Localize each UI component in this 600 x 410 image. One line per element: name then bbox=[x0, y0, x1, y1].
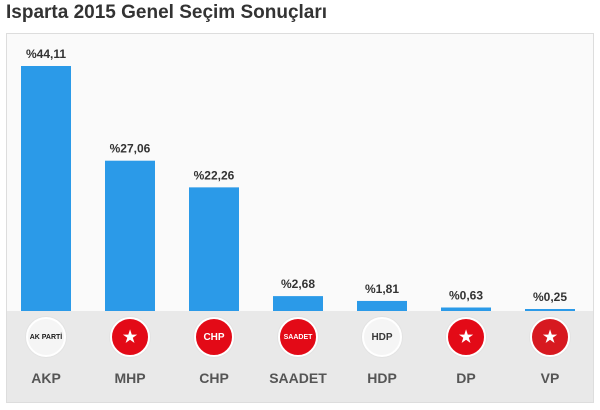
data-label-vp: %0,25 bbox=[533, 290, 567, 304]
logo-mark: ★ bbox=[542, 329, 558, 346]
hdp-logo-icon: HDP bbox=[362, 317, 402, 357]
data-label-dp: %0,63 bbox=[449, 289, 483, 303]
logo-text: HDP bbox=[371, 331, 393, 343]
data-label-hdp: %1,81 bbox=[365, 282, 399, 296]
logo-text: CHP bbox=[203, 331, 225, 343]
party-mhp: ★ MHP bbox=[90, 317, 170, 392]
bar-akp bbox=[21, 66, 71, 311]
logo-text: SAADET bbox=[283, 333, 313, 341]
bar-chp bbox=[189, 187, 239, 311]
party-vp: ★ VP bbox=[510, 317, 590, 392]
data-label-akp: %44,11 bbox=[26, 47, 66, 61]
bar-saadet bbox=[273, 296, 323, 311]
party-name-chp: CHP bbox=[199, 370, 229, 386]
mhp-logo-icon: ★ bbox=[110, 317, 150, 357]
vp-logo-icon: ★ bbox=[530, 317, 570, 357]
bar-hdp bbox=[357, 300, 407, 311]
logo-mark: ★ bbox=[458, 329, 474, 346]
logo-text: AK PARTİ bbox=[29, 333, 63, 341]
bar-mhp bbox=[105, 160, 155, 311]
party-saadet: SAADET SAADET bbox=[258, 317, 338, 392]
bar-vp bbox=[525, 309, 575, 311]
party-name-akp: AKP bbox=[31, 370, 61, 386]
logo-mark: ★ bbox=[122, 329, 138, 346]
party-akp: AK PARTİ AKP bbox=[6, 317, 86, 392]
chart-title: Isparta 2015 Genel Seçim Sonuçları bbox=[6, 2, 328, 23]
chp-logo-icon: CHP bbox=[194, 317, 234, 357]
data-label-saadet: %2,68 bbox=[281, 277, 315, 291]
party-chp: CHP CHP bbox=[174, 317, 254, 392]
party-name-hdp: HDP bbox=[367, 370, 397, 386]
party-dp: ★ DP bbox=[426, 317, 506, 392]
party-name-mhp: MHP bbox=[114, 370, 146, 386]
dp-logo-icon: ★ bbox=[446, 317, 486, 357]
saadet-logo-icon: SAADET bbox=[278, 317, 318, 357]
bar-dp bbox=[441, 307, 491, 311]
party-hdp: HDP HDP bbox=[342, 317, 422, 392]
data-label-mhp: %27,06 bbox=[110, 142, 151, 156]
party-name-vp: VP bbox=[540, 370, 560, 386]
akp-logo-icon: AK PARTİ bbox=[26, 317, 66, 357]
party-name-dp: DP bbox=[456, 370, 476, 386]
data-label-chp: %22,26 bbox=[194, 168, 235, 182]
party-name-saadet: SAADET bbox=[269, 370, 327, 386]
